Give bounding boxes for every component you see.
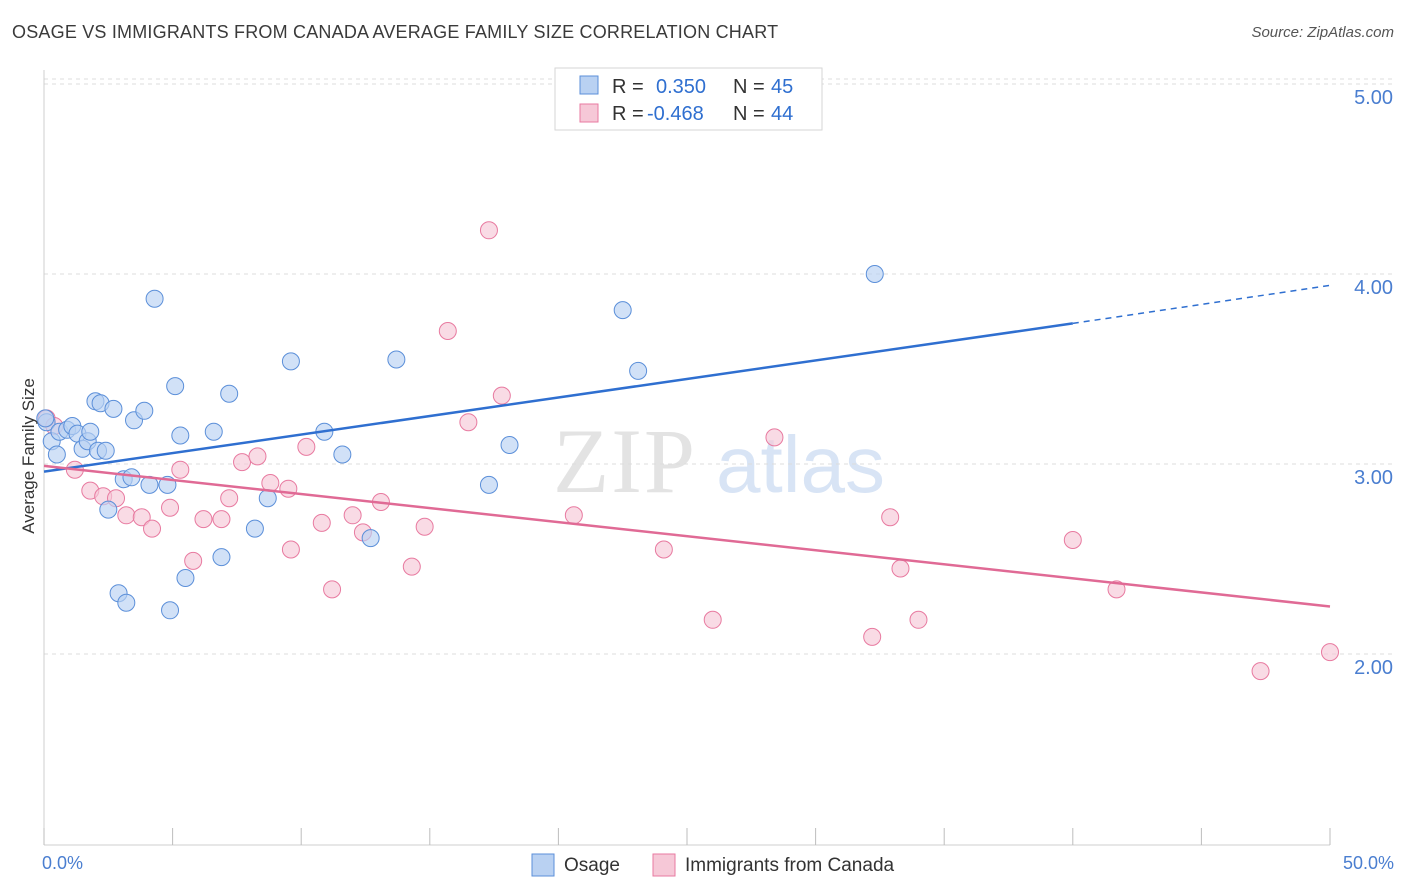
- canada-point: [438, 322, 457, 340]
- canada-trend-line: [43, 464, 1331, 608]
- canada-point: [459, 413, 478, 432]
- watermark-atlas: atlas: [716, 420, 885, 509]
- canada-point: [248, 447, 267, 466]
- legend-n-label-canada: N =: [733, 103, 765, 125]
- x-tick-label-max: 50.0%: [1343, 853, 1394, 873]
- y-tick-label: 2.00: [1354, 657, 1393, 679]
- legend-r-label-canada: R =: [612, 103, 644, 125]
- canada-point: [297, 437, 316, 456]
- legend-n-value-osage: 45: [771, 76, 793, 98]
- y-tick-label: 4.00: [1354, 277, 1393, 299]
- osage-point: [36, 409, 55, 428]
- canada-point: [143, 519, 162, 538]
- canada-point: [415, 517, 434, 536]
- canada-point: [863, 627, 882, 646]
- canada-point: [171, 460, 190, 479]
- trend-lines: [43, 284, 1331, 608]
- osage-point: [104, 399, 123, 418]
- legend-bottom-swatch-canada: [652, 853, 676, 877]
- osage-point: [865, 265, 884, 283]
- legend-r-value-osage: 0.350: [656, 76, 706, 98]
- osage-point: [245, 519, 264, 538]
- osage-point: [212, 548, 231, 567]
- osage-point: [161, 601, 180, 620]
- canada-point: [281, 540, 300, 559]
- legend-swatch-canada: [579, 103, 599, 123]
- canada-point: [479, 221, 498, 240]
- canada-point: [891, 559, 910, 578]
- osage-point: [220, 384, 239, 403]
- osage-point: [166, 377, 185, 396]
- osage-point: [629, 361, 648, 380]
- canada-point: [323, 580, 342, 599]
- canada-point: [1251, 662, 1270, 681]
- watermark-zip: ZIP: [553, 410, 697, 512]
- canada-point: [703, 610, 722, 629]
- canada-point: [312, 513, 331, 532]
- osage-trend-extension: [1072, 284, 1331, 325]
- canada-point: [117, 506, 136, 525]
- legend-r-value-canada: -0.468: [647, 103, 704, 125]
- legend-r-label-osage: R =: [612, 76, 644, 98]
- canada-point: [343, 506, 362, 525]
- osage-point: [145, 289, 164, 308]
- osage-point: [117, 593, 136, 612]
- y-tick-label: 3.00: [1354, 467, 1393, 489]
- canada-point: [765, 428, 784, 447]
- chart-title: OSAGE VS IMMIGRANTS FROM CANADA AVERAGE …: [12, 22, 779, 42]
- canada-point: [279, 479, 298, 498]
- gridlines: 2.00 3.00 4.00 5.00: [44, 78, 1393, 679]
- canada-point: [1063, 531, 1082, 549]
- osage-point: [361, 529, 380, 548]
- osage-point: [96, 441, 115, 460]
- osage-point: [613, 301, 632, 320]
- source-credit: Source: ZipAtlas.com: [1251, 24, 1394, 41]
- legend-n-value-canada: 44: [771, 103, 793, 125]
- osage-point: [479, 475, 498, 494]
- osage-point: [500, 436, 519, 454]
- osage-point: [99, 500, 118, 519]
- osage-point: [81, 422, 100, 441]
- canada-point: [184, 551, 203, 570]
- canada-point: [492, 386, 511, 405]
- canada-point: [654, 540, 673, 559]
- canada-point: [1321, 643, 1339, 662]
- canada-point: [194, 510, 213, 529]
- legend-bottom: Osage Immigrants from Canada: [531, 853, 895, 877]
- legend-bottom-label-canada: Immigrants from Canada: [685, 855, 895, 876]
- y-axis-title: Average Family Size: [19, 378, 38, 534]
- axes: [43, 70, 1331, 846]
- osage-trend-line: [43, 322, 1073, 473]
- osage-point: [333, 445, 352, 464]
- osage-point: [281, 352, 300, 371]
- canada-point: [161, 498, 180, 517]
- canada-point: [402, 557, 421, 576]
- osage-point: [176, 569, 195, 587]
- legend-top: R = 0.350 N = 45 R = -0.468 N = 44: [554, 67, 823, 131]
- osage-point: [135, 401, 154, 420]
- legend-n-label-osage: N =: [733, 76, 765, 98]
- canada-point: [564, 506, 583, 525]
- canada-point: [1107, 580, 1126, 599]
- legend-swatch-osage: [579, 75, 599, 95]
- legend-bottom-label-osage: Osage: [564, 855, 620, 876]
- canada-point: [881, 508, 900, 527]
- osage-point: [204, 422, 223, 441]
- canada-point: [909, 610, 928, 629]
- canada-point: [233, 453, 252, 472]
- osage-point: [47, 445, 66, 464]
- canada-point: [220, 489, 239, 508]
- canada-point: [212, 510, 231, 529]
- legend-bottom-swatch-osage: [531, 853, 555, 877]
- canada-point: [132, 508, 151, 527]
- x-tick-label-min: 0.0%: [42, 853, 83, 873]
- y-tick-label: 5.00: [1354, 87, 1393, 109]
- osage-point: [387, 350, 406, 369]
- osage-point: [171, 426, 190, 445]
